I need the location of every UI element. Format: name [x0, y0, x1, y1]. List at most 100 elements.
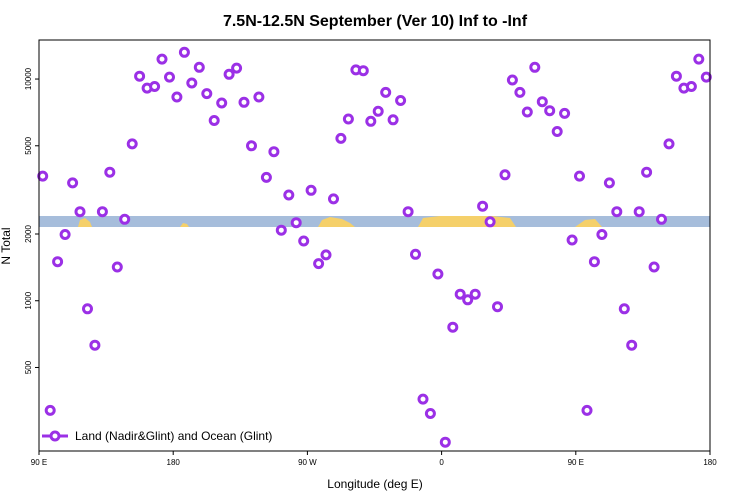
data-point	[208, 115, 220, 126]
x-tick-label: 90 E	[31, 458, 47, 467]
data-point	[134, 70, 146, 82]
data-point	[618, 303, 630, 315]
data-point	[402, 206, 414, 218]
data-point	[663, 138, 675, 150]
data-point	[82, 303, 93, 315]
data-point	[342, 113, 354, 125]
data-point	[477, 200, 489, 212]
data-point	[566, 234, 578, 246]
data-point	[246, 140, 257, 152]
data-point	[268, 146, 280, 158]
data-point	[320, 249, 332, 261]
data-point	[506, 74, 518, 86]
data-point	[89, 339, 101, 351]
map-strip	[39, 216, 710, 227]
x-tick-label: 90 E	[568, 458, 584, 467]
data-point	[603, 177, 615, 189]
data-point	[156, 53, 168, 65]
data-point	[290, 217, 302, 229]
data-point	[611, 206, 623, 218]
data-point	[648, 261, 660, 273]
data-point	[238, 96, 250, 108]
data-point	[193, 61, 205, 73]
data-point	[52, 256, 64, 268]
data-point	[574, 170, 585, 182]
data-point	[119, 213, 131, 225]
data-point	[432, 268, 444, 280]
data-point	[298, 235, 310, 247]
data-point	[223, 68, 235, 80]
x-axis-label: Longitude (deg E)	[327, 477, 422, 491]
data-point	[74, 206, 86, 218]
data-point	[357, 65, 369, 77]
data-point	[44, 404, 56, 416]
data-point	[335, 132, 347, 144]
data-point	[313, 258, 325, 270]
x-tick-label: 180	[167, 458, 181, 467]
data-point	[186, 77, 198, 89]
data-point	[633, 206, 645, 218]
map-strip-land	[78, 216, 602, 227]
data-point	[536, 96, 548, 108]
data-point	[216, 97, 228, 109]
data-point	[283, 189, 295, 201]
x-tick-label: 90 W	[298, 458, 317, 467]
y-axis-ticks: 500 1000 2000 5000 10000	[24, 67, 39, 374]
data-point	[417, 393, 429, 405]
data-point	[596, 229, 608, 240]
data-point	[529, 61, 541, 73]
scatter-points	[37, 46, 712, 448]
y-tick-label: 5000	[24, 136, 33, 154]
data-point	[521, 106, 533, 118]
legend-marker	[49, 430, 61, 442]
data-point	[111, 261, 123, 273]
data-point	[641, 166, 653, 178]
data-point	[171, 91, 183, 103]
data-point	[328, 193, 339, 205]
data-point	[462, 294, 474, 306]
y-tick-label: 10000	[24, 67, 33, 90]
data-point	[439, 436, 451, 448]
data-point	[469, 288, 481, 300]
data-point	[126, 138, 138, 150]
y-tick-label: 1000	[24, 291, 33, 309]
data-point	[499, 169, 511, 181]
y-axis-label: N Total	[0, 227, 13, 264]
data-point	[231, 62, 243, 74]
data-point	[670, 70, 682, 82]
data-point	[104, 166, 116, 178]
data-point	[514, 86, 526, 98]
x-axis-ticks: 90 E 180 90 W 0 90 E 180	[31, 451, 717, 467]
data-point	[492, 301, 503, 313]
x-tick-label: 0	[439, 458, 444, 467]
data-point	[59, 229, 71, 240]
y-tick-label: 2000	[24, 225, 33, 243]
data-point	[96, 206, 108, 218]
data-point	[454, 288, 466, 300]
data-point	[544, 105, 556, 117]
data-point	[559, 107, 571, 119]
data-point	[164, 71, 175, 83]
data-point	[410, 248, 421, 260]
data-point	[149, 81, 161, 92]
chart-title: 7.5N-12.5N September (Ver 10) Inf to -In…	[223, 13, 528, 30]
data-point	[588, 256, 600, 268]
map-strip-ocean	[39, 216, 710, 227]
data-point	[260, 171, 272, 183]
data-point	[178, 46, 190, 58]
data-point	[685, 81, 697, 92]
data-point	[380, 86, 392, 98]
legend: Land (Nadir&Glint) and Ocean (Glint)	[42, 429, 272, 443]
data-point	[693, 53, 705, 65]
data-point	[365, 115, 377, 127]
data-point	[551, 126, 563, 137]
y-tick-label: 500	[24, 360, 33, 374]
data-point	[37, 170, 49, 182]
data-point	[253, 91, 265, 103]
data-point	[581, 404, 593, 416]
legend-label: Land (Nadir&Glint) and Ocean (Glint)	[75, 429, 272, 443]
data-point	[387, 114, 399, 126]
plot-frame	[38, 39, 711, 452]
data-point	[656, 213, 667, 225]
